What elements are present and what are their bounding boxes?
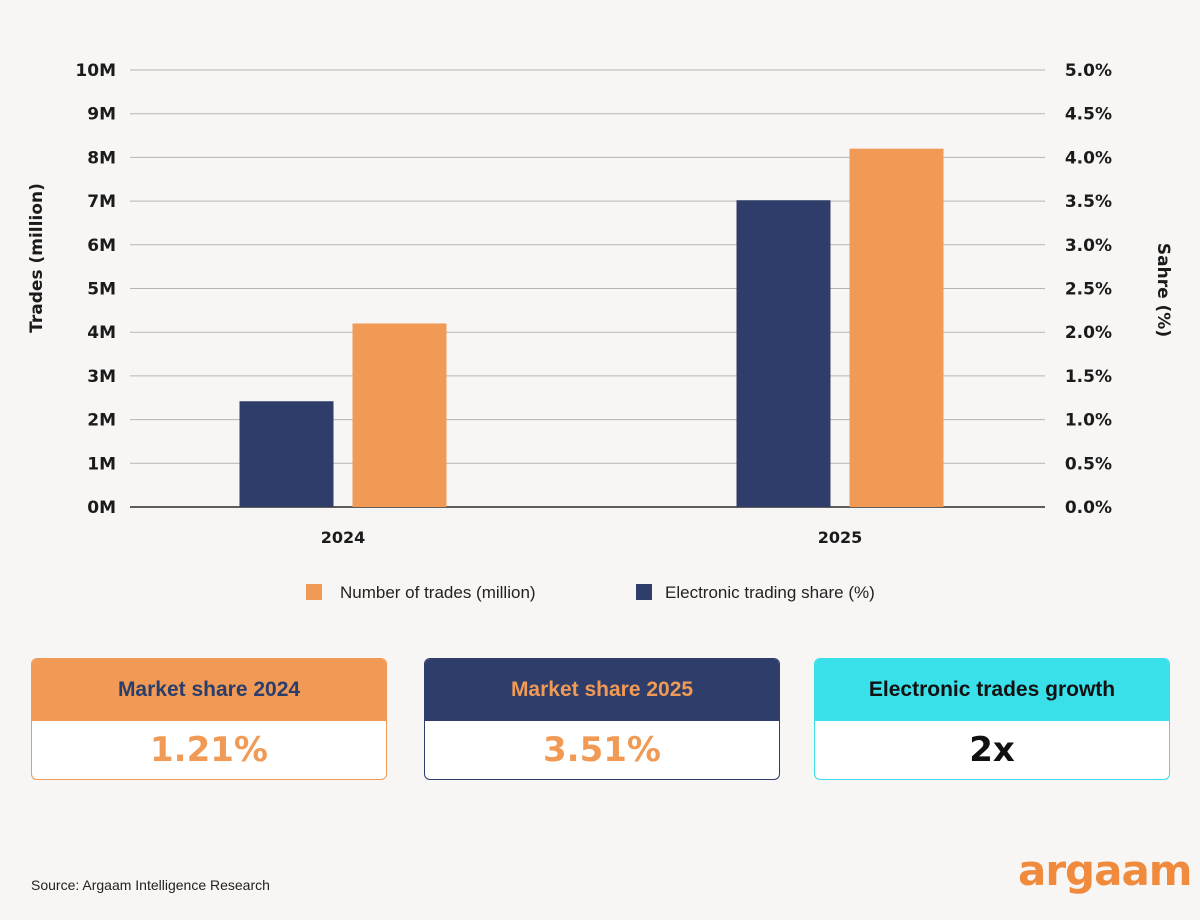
- left-tick-label: 10M: [75, 61, 116, 81]
- legend-swatch-trades: [306, 584, 322, 600]
- category-labels: 2024 2025: [321, 528, 863, 547]
- right-tick-label: 1.0%: [1065, 411, 1112, 431]
- right-tick-label: 4.0%: [1065, 148, 1112, 168]
- legend-label-trades: Number of trades (million): [340, 583, 536, 602]
- left-tick-label: 4M: [87, 323, 116, 343]
- legend: Number of trades (million) Electronic tr…: [306, 583, 875, 602]
- card-title: Market share 2024: [32, 659, 386, 721]
- left-tick-label: 5M: [87, 280, 116, 300]
- bar-share-2025: [736, 200, 831, 507]
- right-tick-label: 5.0%: [1065, 61, 1112, 81]
- market-share-2024-card: Market share 2024 1.21%: [31, 658, 387, 780]
- left-axis-title: Trades (million): [27, 183, 47, 333]
- bar-share-2024: [239, 401, 334, 507]
- card-title: Electronic trades growth: [815, 659, 1169, 721]
- left-axis-ticks: 0M 1M 2M 3M 4M 5M 6M 7M 8M 9M 10M: [75, 61, 116, 518]
- bar-trades-2024: [352, 323, 447, 507]
- left-tick-label: 1M: [87, 454, 116, 474]
- right-axis-ticks: 0.0% 0.5% 1.0% 1.5% 2.0% 2.5% 3.0% 3.5% 4.0% 4.5%…: [1065, 61, 1112, 518]
- right-tick-label: 1.5%: [1065, 367, 1112, 387]
- legend-swatch-share: [636, 584, 652, 600]
- right-axis-title: Sahre (%): [1153, 243, 1173, 337]
- right-tick-label: 0.5%: [1065, 454, 1112, 474]
- left-tick-label: 9M: [87, 105, 116, 125]
- electronic-trades-growth-card: Electronic trades growth 2x: [814, 658, 1170, 780]
- right-tick-label: 4.5%: [1065, 105, 1112, 125]
- chart: 0M 1M 2M 3M 4M 5M 6M 7M 8M 9M 10M 0.0% 0.5% 1.0% 1.5%…: [27, 61, 1173, 602]
- legend-label-share: Electronic trading share (%): [665, 583, 875, 602]
- bar-trades-2025: [849, 148, 944, 507]
- right-tick-label: 3.5%: [1065, 192, 1112, 212]
- right-tick-label: 0.0%: [1065, 498, 1112, 518]
- card-title: Market share 2025: [425, 659, 779, 721]
- left-tick-label: 7M: [87, 192, 116, 212]
- left-tick-label: 2M: [87, 411, 116, 431]
- left-tick-label: 6M: [87, 236, 116, 256]
- card-value: 3.51%: [543, 730, 661, 770]
- source-note: Source: Argaam Intelligence Research: [31, 877, 270, 893]
- market-share-2025-card: Market share 2025 3.51%: [424, 658, 780, 780]
- card-value: 2x: [969, 730, 1015, 770]
- right-tick-label: 2.5%: [1065, 280, 1112, 300]
- right-tick-label: 3.0%: [1065, 236, 1112, 256]
- right-tick-label: 2.0%: [1065, 323, 1112, 343]
- argaam-logo: argaam: [1018, 846, 1193, 895]
- card-value: 1.21%: [150, 730, 268, 770]
- bars: [239, 148, 944, 507]
- category-label: 2024: [321, 528, 366, 547]
- left-tick-label: 3M: [87, 367, 116, 387]
- category-label: 2025: [818, 528, 863, 547]
- left-tick-label: 0M: [87, 498, 116, 518]
- left-tick-label: 8M: [87, 148, 116, 168]
